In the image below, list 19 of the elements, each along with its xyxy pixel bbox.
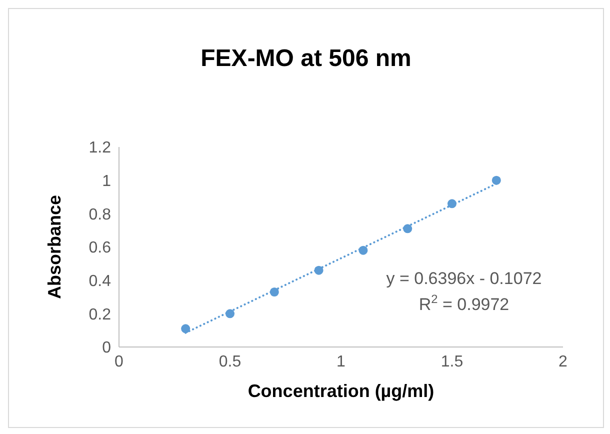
y-tick-label: 0.8 <box>88 206 112 224</box>
y-axis-title: Absorbance <box>44 194 64 300</box>
x-tick-label: 0 <box>114 353 124 370</box>
y-tick-label: 1 <box>102 173 112 190</box>
x-tick-label: 1.5 <box>440 353 464 370</box>
x-tick-label: 2 <box>558 353 568 370</box>
x-axis-title: Concentration (µg/ml) <box>248 381 434 401</box>
y-tick-label: 0.4 <box>88 273 112 290</box>
y-tick-label: 0.6 <box>88 240 112 257</box>
chart-title: FEX-MO at 506 nm <box>200 45 412 73</box>
point <box>492 176 501 185</box>
annotation: R$^{2}$ = 0.9972 <box>418 292 510 314</box>
x-tick-label: 0.5 <box>218 353 242 370</box>
point <box>181 324 190 334</box>
y-tick-label: 1.2 <box>88 140 112 157</box>
y-tick-label: 0.2 <box>88 306 112 324</box>
x-tick-label: 1 <box>336 353 346 370</box>
annotation: y = 0.6396x - 0.1072 <box>386 269 542 288</box>
y-tick-label: 0 <box>102 340 112 357</box>
